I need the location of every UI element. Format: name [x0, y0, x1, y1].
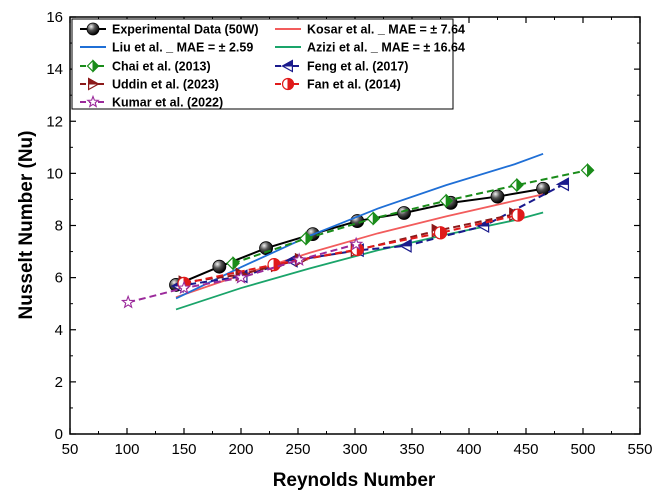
- x-tick-label: 50: [62, 441, 79, 458]
- legend-entry: Liu et al. _ MAE = ± 2.59: [80, 41, 253, 55]
- sphere-marker: [397, 206, 411, 220]
- sphere-marker: [212, 259, 227, 274]
- data-point: [299, 231, 313, 246]
- data-point: [439, 193, 454, 208]
- legend-box: [71, 18, 454, 110]
- star-marker: [291, 252, 307, 267]
- legend-marker: [87, 77, 101, 91]
- legend-label: Liu et al. _ MAE = ± 2.59: [112, 41, 253, 55]
- data-point: [536, 181, 550, 196]
- legend-marker: [86, 59, 100, 73]
- data-point: [555, 177, 570, 192]
- circle-fill: [440, 226, 447, 240]
- legend-entry: Feng et al. (2017): [275, 59, 408, 74]
- x-tick-label: 300: [342, 441, 367, 458]
- y-tick-label: 4: [55, 322, 63, 339]
- y-tick-label: 6: [55, 270, 63, 287]
- legend-entry: Kumar et al. (2022): [80, 94, 223, 110]
- y-axis-title: Nusselt Number (Nu): [16, 131, 37, 320]
- triangle-fill: [280, 59, 293, 67]
- series-layer: [120, 152, 595, 311]
- axes: 50 100 150 200 250 300 350 400 450 500 550 0 2 4 6 8 10 1…: [46, 9, 652, 458]
- y-tick-label: 8: [55, 218, 63, 235]
- diamond-fill: [305, 231, 313, 246]
- y-tick-label: 14: [46, 61, 63, 78]
- legend-label: Kumar et al. (2022): [112, 96, 223, 110]
- data-point: [433, 226, 448, 240]
- data-point: [490, 189, 505, 204]
- data-point: [511, 208, 525, 222]
- data-point: [397, 206, 411, 220]
- x-tick-label: 450: [513, 441, 538, 458]
- x-tick-label: 150: [171, 441, 196, 458]
- triangle-fill: [555, 177, 569, 185]
- y-tick-label: 16: [46, 9, 63, 26]
- data-point: [233, 270, 249, 284]
- legend-entry: Chai et al. (2013): [80, 59, 211, 74]
- x-tick-label: 500: [570, 441, 595, 458]
- data-point: [348, 236, 364, 251]
- circle-fill: [287, 77, 294, 91]
- legend-entry: Fan et al. (2014): [275, 78, 401, 92]
- series-line: [175, 152, 544, 300]
- diamond-fill: [587, 163, 595, 178]
- diamond-fill: [516, 177, 524, 193]
- y-tick-label: 10: [46, 165, 63, 182]
- diamond-fill: [92, 59, 100, 73]
- legend: Experimental Data (50W) Kosar et al. _ MA…: [71, 18, 465, 110]
- circle-fill: [517, 208, 525, 222]
- series-4: [226, 163, 595, 271]
- sphere-marker: [490, 189, 505, 204]
- star-marker: [86, 94, 100, 108]
- legend-marker: [86, 22, 100, 36]
- triangle-fill: [398, 238, 412, 247]
- legend-label: Uddin et al. (2023): [112, 78, 219, 92]
- data-point: [398, 238, 412, 253]
- diamond-fill: [232, 256, 240, 271]
- sphere-marker: [86, 22, 100, 36]
- star-marker: [176, 280, 192, 295]
- data-point: [366, 211, 381, 226]
- series-8: [120, 236, 364, 309]
- y-tick-label: 0: [55, 426, 63, 443]
- x-tick-label: 350: [399, 441, 424, 458]
- legend-label: Kosar et al. _ MAE = ± 7.64: [307, 23, 465, 37]
- x-tick-label: 200: [228, 441, 253, 458]
- y-tick-label: 2: [55, 374, 63, 391]
- x-tick-label: 550: [627, 441, 652, 458]
- legend-label: Fan et al. (2014): [307, 78, 401, 92]
- data-point: [176, 280, 192, 295]
- legend-marker: [86, 94, 100, 108]
- data-point: [510, 177, 524, 193]
- y-tick-label: 12: [46, 113, 63, 130]
- star-marker: [120, 294, 136, 309]
- diamond-fill: [445, 193, 453, 208]
- data-point: [291, 252, 307, 267]
- triangle-fill: [88, 77, 101, 85]
- star-marker: [233, 270, 249, 284]
- legend-marker: [280, 59, 293, 73]
- legend-marker: [281, 77, 295, 91]
- data-point: [120, 294, 136, 309]
- x-axis-title: Reynolds Number: [273, 470, 436, 491]
- series-2: [175, 152, 544, 300]
- sphere-marker: [536, 181, 550, 196]
- star-marker: [348, 236, 364, 251]
- data-point: [212, 259, 227, 274]
- data-point: [226, 256, 240, 271]
- legend-entry: Experimental Data (50W): [80, 23, 259, 37]
- diamond-fill: [372, 211, 380, 226]
- legend-label: Feng et al. (2017): [307, 60, 408, 74]
- x-tick-label: 400: [456, 441, 481, 458]
- legend-entry: Kosar et al. _ MAE = ± 7.64: [275, 23, 465, 37]
- legend-entry: Azizi et al. _ MAE = ± 16.64: [275, 41, 465, 55]
- x-tick-label: 250: [285, 441, 310, 458]
- legend-label: Azizi et al. _ MAE = ± 16.64: [307, 41, 465, 55]
- legend-label: Chai et al. (2013): [112, 60, 211, 74]
- x-tick-label: 100: [114, 441, 139, 458]
- legend-entry: Uddin et al. (2023): [80, 77, 219, 92]
- legend-label: Experimental Data (50W): [112, 23, 259, 37]
- data-point: [580, 163, 595, 178]
